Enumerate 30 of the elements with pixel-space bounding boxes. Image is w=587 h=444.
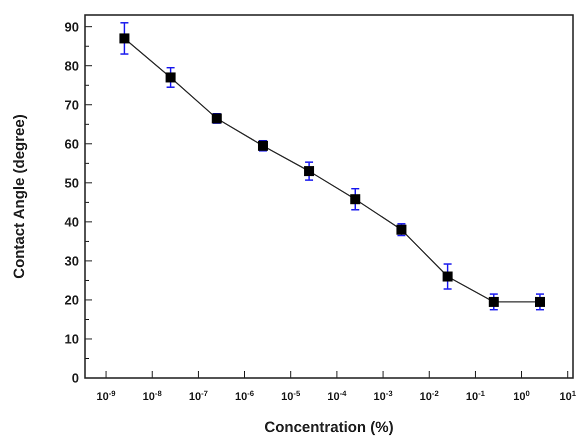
point [166,72,176,82]
y-tick-label: 60 [64,136,79,152]
point [350,194,360,204]
x-tick-label: 10$^{0}$ [513,388,530,403]
point [119,33,130,44]
point [488,296,499,307]
x-tick-label: 10$^{-4}$ [327,388,348,403]
y-tick-label: 30 [64,253,79,268]
y-tick-label: 40 [64,214,79,230]
y-tick-label: 90 [64,19,79,34]
x-tick-label: 10$^{-7}$ [188,388,208,403]
x-tick-label: 10$^{-5}$ [281,388,301,403]
x-axis-title: Concentration (%) [264,419,394,436]
x-tick-label: 10$^{-6}$ [235,388,254,403]
y-tick-label: 20 [64,292,79,308]
point [304,166,314,176]
y-axis-title: Contact Angle (degree) [11,114,28,279]
y-tick-label: 10 [64,332,79,347]
x-tick-label: 10$^{1}$ [559,388,577,403]
x-tick-label: 10$^{-2}$ [420,388,439,403]
y-tick-label: 70 [64,97,79,112]
point [442,272,453,282]
x-tick-label: 10$^{-3}$ [374,388,393,403]
x-tick-label: 10$^{-1}$ [466,388,486,403]
x-tick-label: 10$^{-8}$ [142,388,162,403]
y-tick-label: 50 [64,175,79,190]
y-tick-label: 80 [64,58,79,74]
y-tick-label: 0 [72,370,79,386]
x-tick-label: 10$^{-9}$ [96,388,116,403]
point [534,296,545,307]
